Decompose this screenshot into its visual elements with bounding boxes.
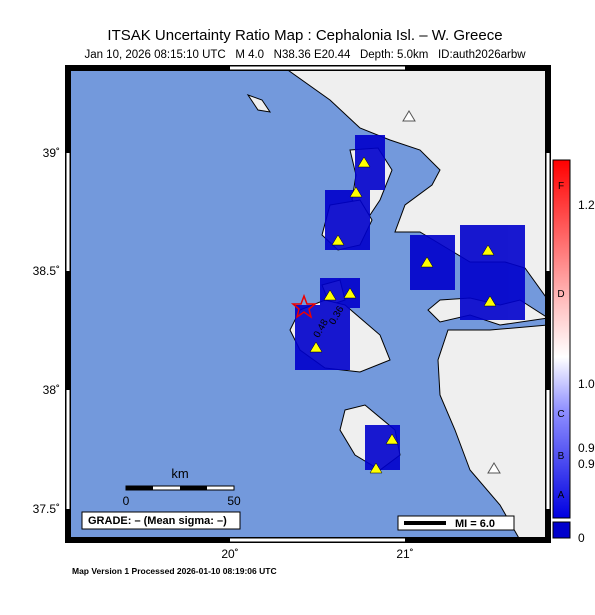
- grade-letter: A: [558, 490, 565, 501]
- colorbar-label: 0: [578, 531, 585, 545]
- subtitle: Jan 10, 2026 08:15:10 UTC M 4.0 N38.36 E…: [84, 49, 526, 61]
- cell: [365, 425, 400, 470]
- station: [323, 289, 337, 301]
- grade-letter: D: [557, 289, 564, 300]
- colorbar: [552, 159, 571, 519]
- scale-unit: km: [171, 466, 188, 481]
- station-inactive: [402, 110, 416, 122]
- grade-letter: B: [558, 451, 565, 462]
- epicenter: [290, 293, 318, 319]
- island: [246, 94, 272, 113]
- station: [369, 462, 383, 474]
- lat-label: 39˚: [43, 146, 60, 160]
- station: [483, 295, 497, 307]
- grade-letter: F: [558, 181, 564, 192]
- uncertainty-cells: [295, 135, 525, 470]
- peloponnese: [437, 324, 548, 540]
- station: [349, 186, 363, 198]
- footer: Map Version 1 Processed 2026-01-10 08:19…: [72, 566, 277, 576]
- stations: [309, 156, 497, 474]
- station-inactive: [487, 462, 501, 474]
- title: ITSAK Uncertainty Ratio Map : Cephalonia…: [107, 27, 502, 44]
- mi: MI = 6.0: [455, 518, 495, 530]
- station: [420, 256, 434, 268]
- map-area: 0.48 0.36 GRADE: – (Mean sigma: –) MI = …: [68, 68, 548, 540]
- colorbar-label: 0.9: [578, 457, 595, 471]
- station: [357, 156, 371, 168]
- grade: GRADE: – (Mean sigma: –): [88, 515, 227, 527]
- station: [309, 341, 323, 353]
- colorbar-label: 1.0: [578, 377, 595, 391]
- lon-label: 20˚: [221, 547, 238, 561]
- cell: [320, 278, 360, 308]
- scale-label: 50: [227, 494, 241, 508]
- mi-box: [397, 515, 515, 531]
- cell: [410, 235, 455, 290]
- grade-letter: C: [557, 409, 564, 420]
- cell: [325, 190, 370, 250]
- scale-segment: [126, 486, 153, 490]
- lat-label: 38.5˚: [33, 264, 60, 278]
- colorbar-floor: [552, 521, 571, 539]
- station: [331, 234, 345, 246]
- lat-label: 38˚: [43, 383, 60, 397]
- lon-label: 21˚: [396, 547, 413, 561]
- frame-ticks: [66, 66, 550, 542]
- station: [385, 433, 399, 445]
- lat-label: 37.5˚: [33, 502, 60, 516]
- cell: [295, 305, 350, 370]
- colorbar-label: 1.2: [578, 198, 595, 212]
- station: [481, 244, 495, 256]
- scale-label: 0: [123, 494, 130, 508]
- scale-segment: [180, 486, 207, 490]
- station: [343, 287, 357, 299]
- grade-box: [81, 511, 241, 530]
- colorbar-label: 0.9: [578, 441, 595, 455]
- scale-bar: [125, 485, 235, 491]
- cell: [355, 135, 385, 190]
